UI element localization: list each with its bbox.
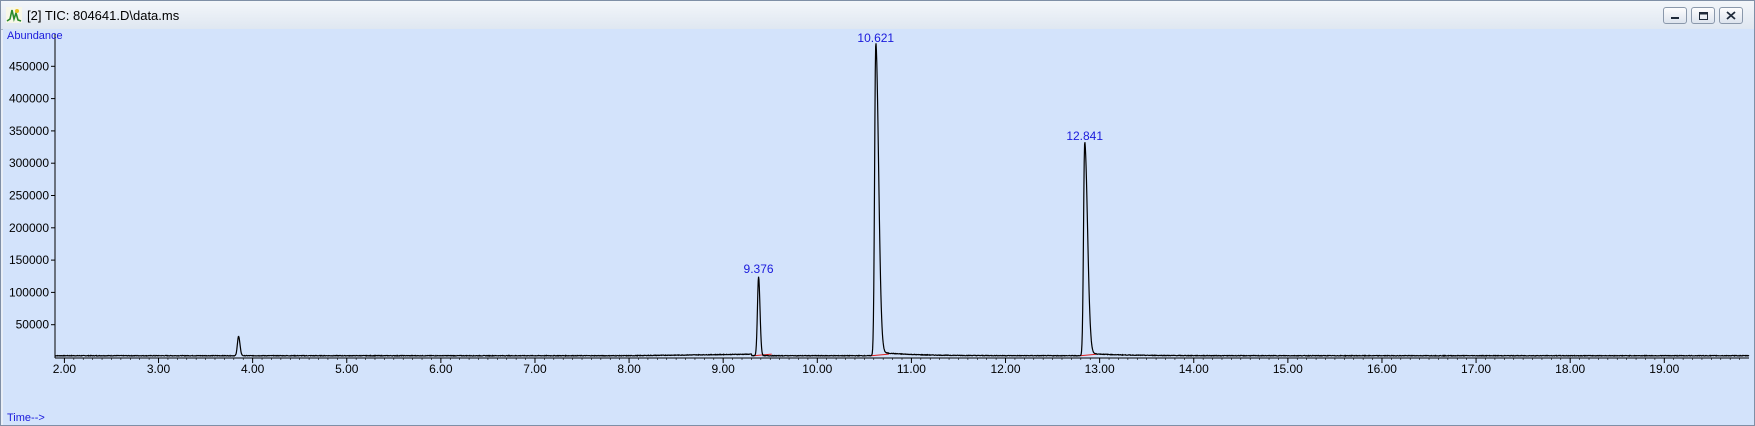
y-tick-label: 350000 (9, 124, 49, 138)
x-tick-label: 18.00 (1555, 362, 1585, 376)
maximize-button[interactable] (1691, 7, 1715, 24)
y-tick-label: 300000 (9, 156, 49, 170)
title-bar[interactable]: [2] TIC: 804641.D\data.ms (1, 1, 1754, 30)
y-tick-label: 400000 (9, 92, 49, 106)
tic-trace-line (54, 43, 1750, 358)
y-tick-label: 150000 (9, 253, 49, 267)
chromatogram-app-icon (6, 7, 22, 23)
x-tick-label: 3.00 (147, 362, 171, 376)
close-button[interactable] (1719, 7, 1743, 24)
tic-chromatogram-chart[interactable]: 50000 100000 150000 200000 250000 300000 35000… (3, 29, 1754, 425)
y-tick-label: 450000 (9, 59, 49, 73)
x-axis-label: Time--> (7, 412, 45, 424)
minimize-button[interactable] (1663, 7, 1687, 24)
x-tick-label: 2.00 (53, 362, 77, 376)
close-icon (1726, 11, 1736, 20)
x-tick-label: 10.00 (802, 362, 832, 376)
x-tick-label: 6.00 (429, 362, 453, 376)
window-title: [2] TIC: 804641.D\data.ms (27, 8, 180, 23)
plot-area[interactable]: 50000 100000 150000 200000 250000 300000 35000… (3, 29, 1754, 425)
y-tick-label: 50000 (16, 318, 50, 332)
x-tick-label: 5.00 (335, 362, 359, 376)
x-tick-label: 11.00 (897, 362, 926, 376)
x-axis-ticks: 2.00 3.00 4.00 5.00 6.00 7.00 8.00 9.00 10.00 11.… (53, 358, 1740, 376)
integration-baseline (1079, 353, 1098, 357)
x-tick-label: 8.00 (617, 362, 641, 376)
integration-baseline (870, 353, 889, 357)
y-axis-ticks: 50000 100000 150000 200000 250000 300000 35000… (9, 59, 55, 332)
peak-labels: 9.376 10.621 12.841 (744, 31, 1104, 276)
x-tick-label: 7.00 (523, 362, 547, 376)
y-tick-label: 100000 (9, 285, 49, 299)
x-tick-label: 16.00 (1367, 362, 1397, 376)
minimize-icon (1671, 17, 1679, 19)
x-tick-label: 4.00 (241, 362, 265, 376)
maximize-icon (1699, 12, 1708, 20)
x-tick-label: 12.00 (991, 362, 1021, 376)
y-tick-label: 250000 (9, 189, 49, 203)
x-tick-label: 19.00 (1649, 362, 1679, 376)
x-tick-label: 17.00 (1461, 362, 1491, 376)
x-tick-label: 15.00 (1273, 362, 1303, 376)
x-tick-label: 9.00 (712, 362, 736, 376)
y-tick-label: 200000 (9, 221, 49, 235)
peak-label: 9.376 (744, 262, 774, 276)
x-tick-label: 14.00 (1179, 362, 1209, 376)
peak-label: 10.621 (857, 31, 894, 45)
x-tick-label: 13.00 (1085, 362, 1115, 376)
y-axis-label: Abundance (7, 30, 63, 42)
chart-axes (54, 34, 1749, 359)
peak-label: 12.841 (1066, 129, 1103, 143)
